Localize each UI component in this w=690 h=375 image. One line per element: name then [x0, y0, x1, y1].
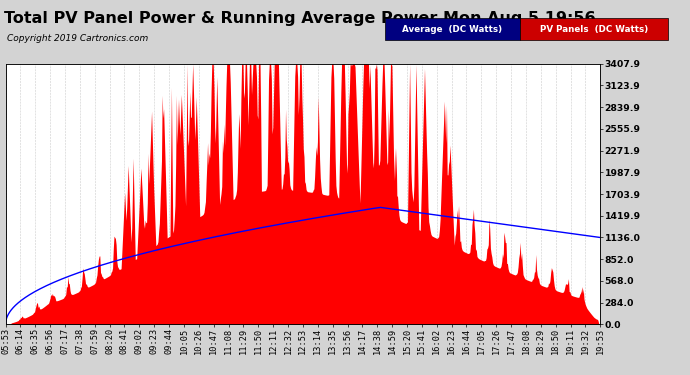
Text: PV Panels  (DC Watts): PV Panels (DC Watts) — [540, 25, 648, 34]
Text: Copyright 2019 Cartronics.com: Copyright 2019 Cartronics.com — [7, 34, 148, 43]
Text: Average  (DC Watts): Average (DC Watts) — [402, 25, 502, 34]
Text: Total PV Panel Power & Running Average Power Mon Aug 5 19:56: Total PV Panel Power & Running Average P… — [4, 11, 596, 26]
